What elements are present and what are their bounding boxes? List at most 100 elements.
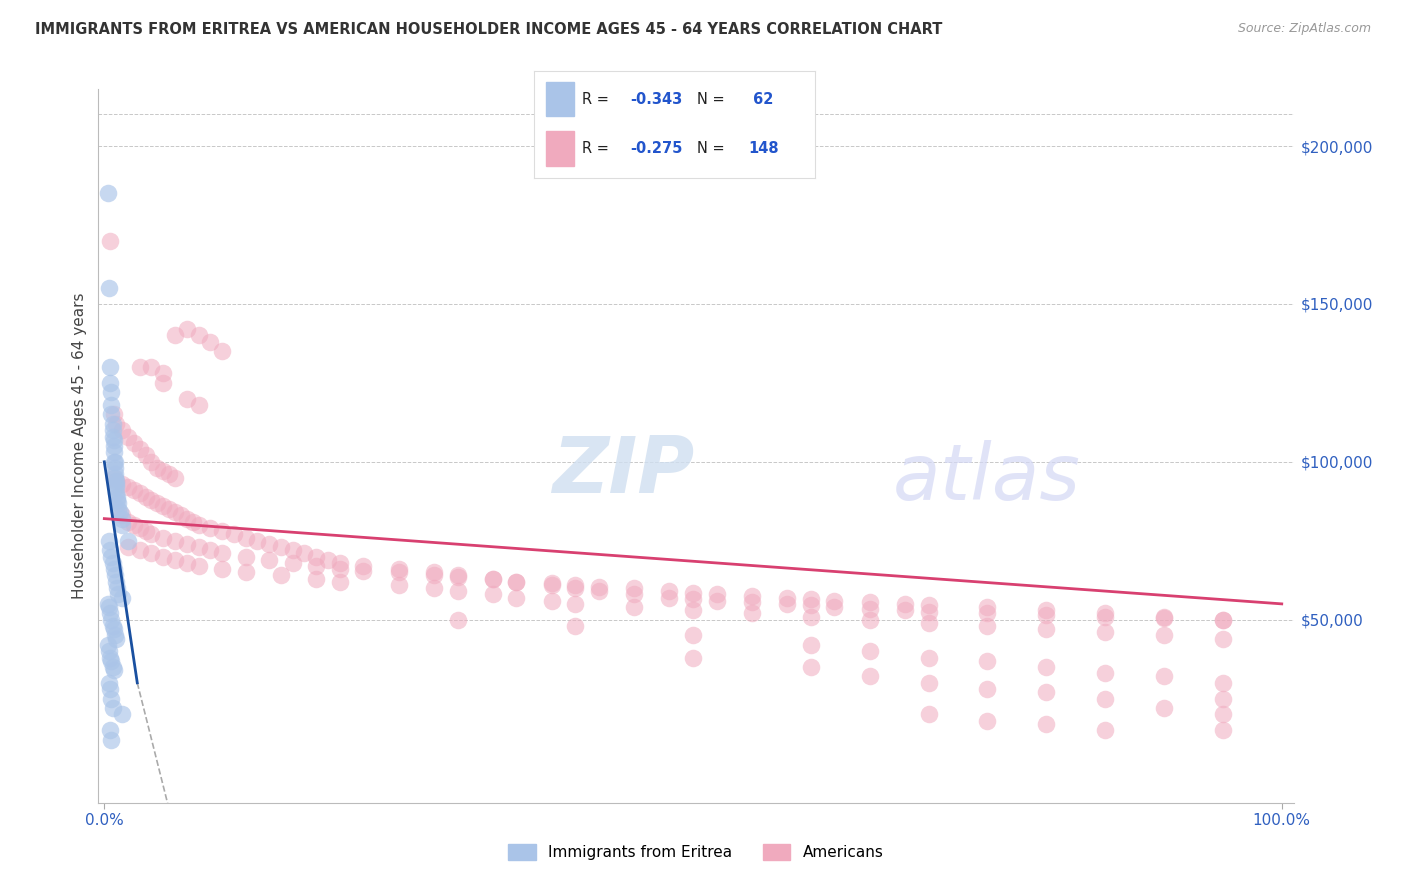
Text: 148: 148 <box>748 141 779 156</box>
Text: R =: R = <box>582 141 613 156</box>
Point <box>100 408 122 422</box>
Point <box>152 464 174 478</box>
Point <box>163 533 186 548</box>
Point <box>976 682 998 697</box>
Point <box>98 543 121 558</box>
Point <box>823 600 845 615</box>
Point <box>100 398 122 412</box>
Point <box>117 533 139 548</box>
Point <box>176 392 198 406</box>
Point <box>859 601 882 615</box>
Point <box>101 619 124 633</box>
Point <box>623 581 645 595</box>
Point <box>200 521 222 535</box>
Point <box>176 511 198 525</box>
Point <box>107 496 129 510</box>
Point <box>141 546 163 560</box>
Point <box>111 423 134 437</box>
Point <box>105 492 128 507</box>
Point <box>187 540 209 554</box>
Point <box>1094 607 1116 621</box>
Point <box>163 552 186 566</box>
Point <box>187 328 209 343</box>
Point <box>117 429 139 443</box>
Point <box>329 574 352 589</box>
Point <box>976 714 998 728</box>
Point <box>98 234 121 248</box>
Point <box>281 556 304 570</box>
Point <box>316 552 339 566</box>
Point <box>1094 609 1116 624</box>
Point <box>741 589 763 603</box>
Text: ZIP: ZIP <box>551 434 695 509</box>
Point <box>105 574 128 589</box>
Point <box>682 586 704 600</box>
Text: IMMIGRANTS FROM ERITREA VS AMERICAN HOUSEHOLDER INCOME AGES 45 - 64 YEARS CORREL: IMMIGRANTS FROM ERITREA VS AMERICAN HOUS… <box>35 22 942 37</box>
Text: -0.343: -0.343 <box>630 92 682 107</box>
Point <box>482 572 505 586</box>
Point <box>103 562 125 576</box>
Bar <box>546 82 574 116</box>
Point <box>976 619 998 633</box>
Point <box>352 564 374 578</box>
Point <box>1094 625 1116 640</box>
Point <box>482 572 505 586</box>
Point <box>388 578 411 592</box>
Point <box>917 599 939 613</box>
Point <box>776 591 799 605</box>
Point <box>859 644 882 658</box>
Point <box>446 613 468 627</box>
Point <box>141 360 163 375</box>
Point <box>97 638 120 652</box>
Point <box>98 682 121 697</box>
Point <box>98 723 121 738</box>
Point <box>101 417 124 431</box>
Point <box>105 490 128 504</box>
Text: atlas: atlas <box>893 440 1081 516</box>
Point <box>281 543 304 558</box>
Point <box>564 619 586 633</box>
Point <box>917 605 939 619</box>
Point <box>505 574 527 589</box>
Point <box>187 398 209 412</box>
Point <box>235 566 257 580</box>
Point <box>134 490 156 504</box>
Point <box>388 566 411 580</box>
Point <box>163 505 186 519</box>
Point <box>111 508 134 523</box>
Point <box>101 701 124 715</box>
Point <box>101 429 124 443</box>
Point <box>104 455 127 469</box>
Point <box>305 572 328 586</box>
Point <box>1212 613 1234 627</box>
Point <box>1153 701 1175 715</box>
Point <box>117 515 139 529</box>
Point <box>257 537 280 551</box>
Point <box>103 433 125 447</box>
Point <box>623 600 645 615</box>
Point <box>98 376 121 390</box>
Point <box>540 593 562 607</box>
Point <box>1153 611 1175 625</box>
Point <box>128 360 150 375</box>
Point <box>1035 603 1057 617</box>
Point <box>176 322 198 336</box>
Point <box>103 455 125 469</box>
Point <box>100 613 122 627</box>
Point <box>101 556 124 570</box>
Text: N =: N = <box>697 92 730 107</box>
Point <box>423 581 446 595</box>
Point <box>176 556 198 570</box>
Point <box>105 474 128 488</box>
Point <box>97 597 120 611</box>
Text: -0.275: -0.275 <box>630 141 682 156</box>
Point <box>800 638 823 652</box>
Text: Source: ZipAtlas.com: Source: ZipAtlas.com <box>1237 22 1371 36</box>
Point <box>100 691 122 706</box>
Point <box>1153 669 1175 683</box>
Point <box>105 581 128 595</box>
Point <box>170 508 193 523</box>
Point <box>200 543 222 558</box>
Point <box>187 517 209 532</box>
Point <box>800 660 823 674</box>
